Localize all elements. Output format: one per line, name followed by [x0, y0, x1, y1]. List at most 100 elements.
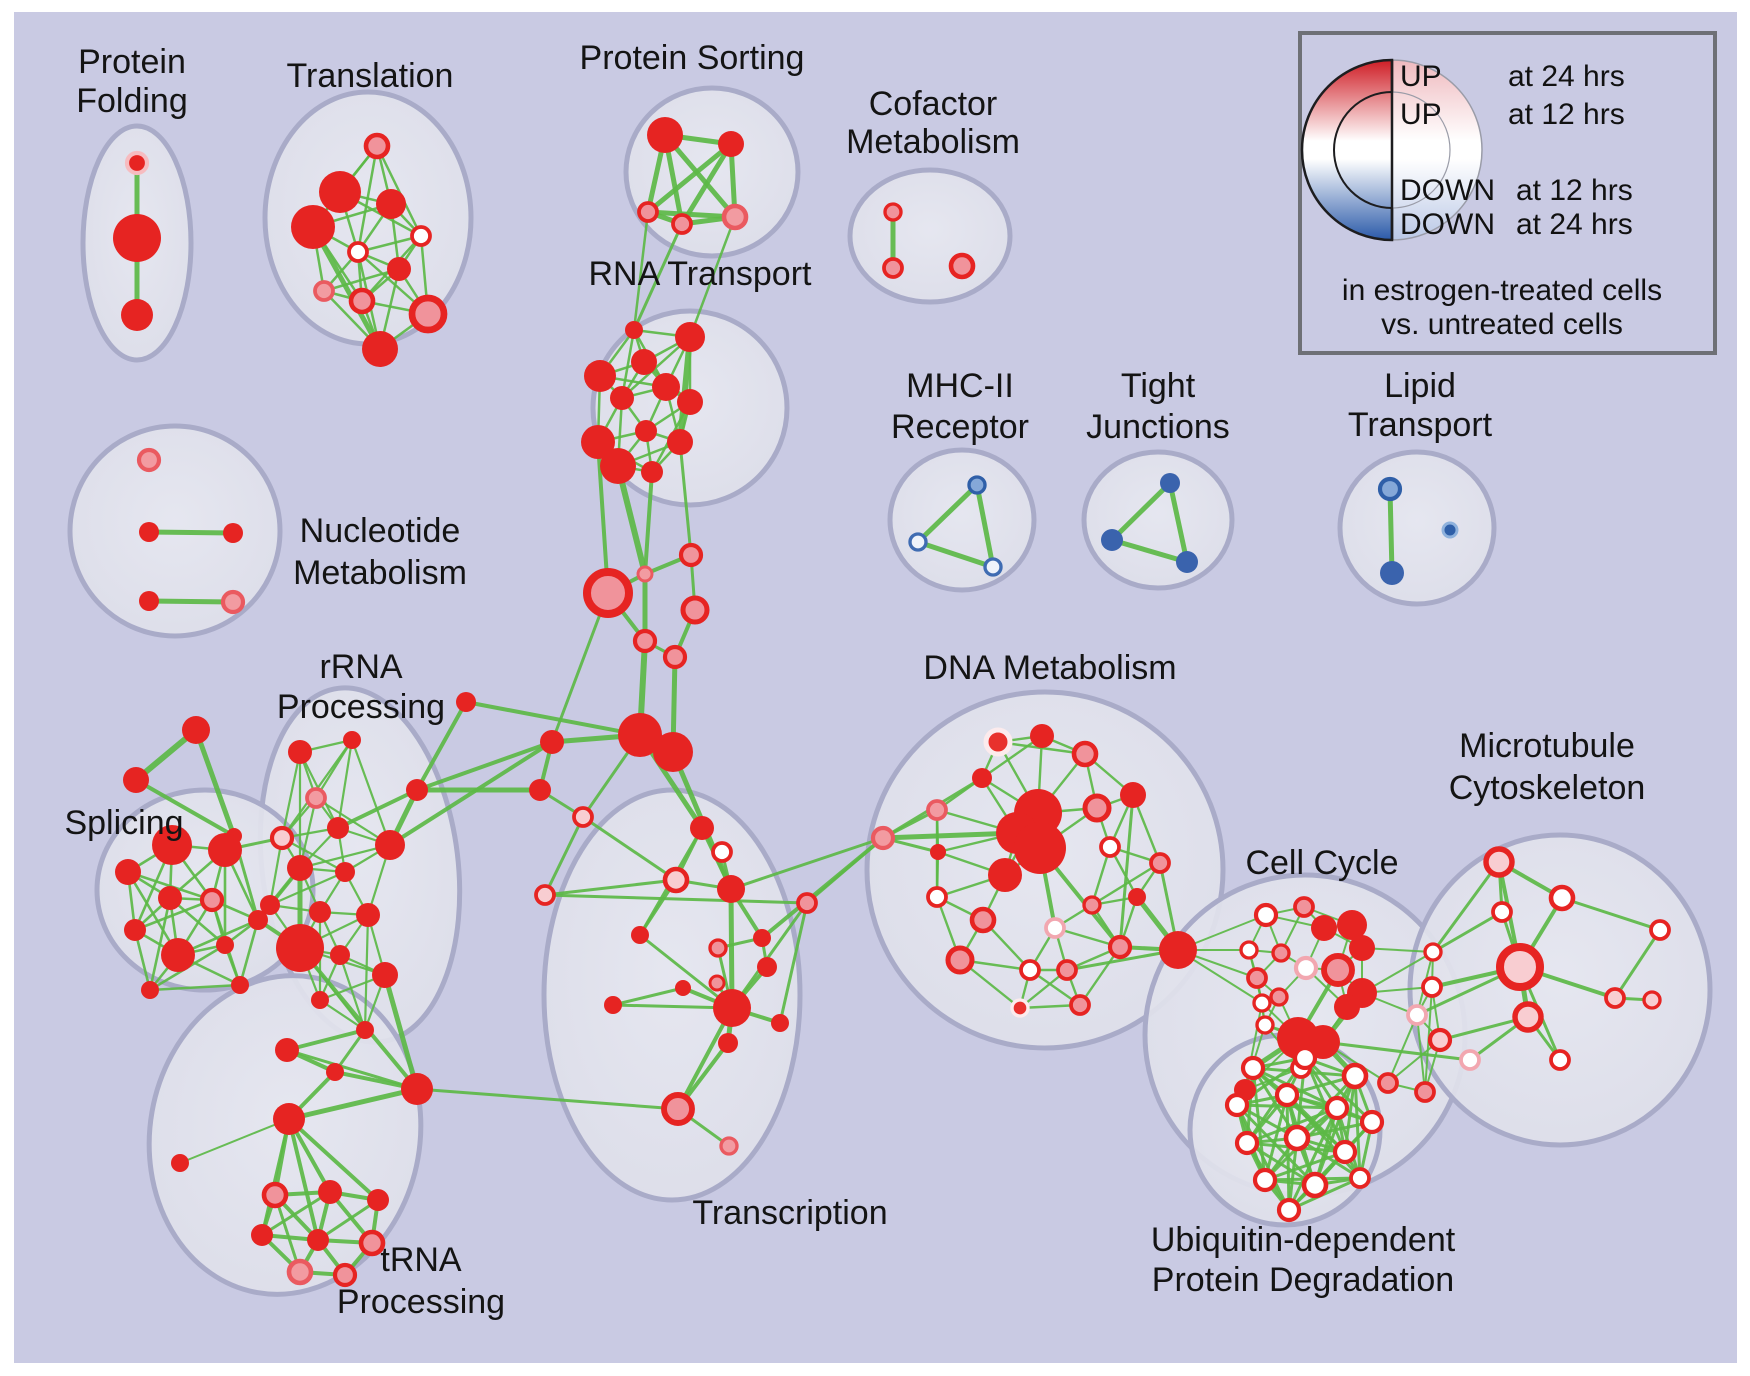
gene-node-translation	[319, 171, 361, 213]
cluster-label-nucleotide: Metabolism	[293, 554, 467, 592]
edge-splicing	[133, 898, 214, 932]
gene-node-translation	[291, 205, 335, 249]
link-rrna-trna	[382, 972, 420, 1092]
gene-node-transcription	[690, 816, 714, 840]
gene-node-cofactor	[882, 257, 904, 279]
gene-node-dna	[1099, 836, 1121, 858]
gene-node-dna	[983, 727, 1013, 757]
cluster-label-trna: tRNA	[380, 1241, 462, 1279]
gene-node-rna-transport	[610, 386, 634, 410]
gene-node-protein-sorting	[721, 203, 749, 231]
gene-node-dna	[1014, 822, 1066, 874]
link-transcription-hub	[730, 901, 809, 1010]
gene-node-trna	[326, 1063, 344, 1081]
gene-node-hub	[653, 732, 693, 772]
cluster-label-translation: Translation	[287, 57, 454, 95]
gene-node-chain	[636, 565, 654, 583]
gene-node-rna-transport	[667, 429, 693, 455]
link-rna-transport-chain	[678, 440, 693, 557]
gene-node-rna-transport	[584, 360, 616, 392]
edge-translation	[375, 144, 423, 238]
gene-node-trna	[261, 1181, 289, 1209]
gene-node-splicing	[231, 976, 249, 994]
gene-node-trna	[318, 1180, 342, 1204]
gene-node-translation	[313, 280, 335, 302]
edge-ubiquitin	[1235, 1103, 1291, 1212]
gene-node-dna	[1010, 998, 1030, 1018]
gene-node-splicing	[115, 859, 141, 885]
gene-node-nucleotide	[220, 589, 246, 615]
gene-node-rrna	[309, 901, 331, 923]
cluster-label-microtubule: Microtubule	[1459, 727, 1635, 765]
gene-node-rrna	[356, 1021, 374, 1039]
edge-hub	[415, 740, 554, 792]
gene-node-cellcycle	[1293, 955, 1319, 981]
gene-node-ubiquitin	[1274, 1082, 1300, 1108]
gene-node-rrna	[343, 731, 361, 749]
gene-node-cellcycle	[1321, 953, 1355, 987]
gene-node-rna-transport	[677, 389, 703, 415]
gene-node-microtubule	[1459, 1049, 1481, 1071]
gene-node-splicing-outer	[123, 767, 149, 793]
edge-hub	[543, 815, 585, 897]
gene-node-rna-transport	[581, 425, 615, 459]
gene-node-transcription	[717, 875, 745, 903]
cluster-ellipse-lipid	[1337, 449, 1497, 607]
legend-time-label: at 12 hrs	[1508, 98, 1625, 131]
legend-direction-label: DOWN	[1400, 208, 1495, 241]
gene-node-ubiquitin	[1283, 1124, 1311, 1152]
gene-node-transcription	[719, 1136, 739, 1156]
gene-node-cellcycle	[1414, 1081, 1436, 1103]
gene-node-dna	[926, 886, 948, 908]
gene-node-lipid	[1377, 476, 1403, 502]
legend-time-label: at 24 hrs	[1508, 60, 1625, 93]
edge-transcription	[676, 1006, 734, 1111]
gene-node-splicing	[158, 886, 182, 910]
gene-node-hub	[529, 779, 551, 801]
gene-node-trna	[251, 1224, 273, 1246]
legend-box	[1298, 31, 1717, 355]
edge-rrna	[363, 913, 370, 1032]
gene-node-transcription	[711, 841, 733, 863]
gene-node-dna	[1128, 888, 1146, 906]
gene-node-cellcycle	[1239, 940, 1259, 960]
cluster-label-transcription: Transcription	[692, 1194, 887, 1232]
gene-node-dna	[1044, 917, 1066, 939]
legend-caption: in estrogen-treated cells	[1342, 274, 1662, 307]
gene-node-protein-folding	[113, 214, 161, 262]
edge-transcription	[728, 886, 735, 1011]
cluster-label-cofactor: Cofactor	[869, 85, 998, 123]
link-rna-transport-chain	[596, 440, 610, 595]
gene-node-protein-folding	[121, 299, 153, 331]
gene-node-trna	[307, 1229, 329, 1251]
gene-node-translation	[408, 294, 448, 334]
gene-node-ubiquitin	[1332, 1139, 1358, 1165]
edge-rrna	[318, 998, 367, 1032]
link-transcription-hub	[760, 836, 885, 940]
edge-splicing-outer	[134, 778, 236, 838]
gene-node-dna	[1071, 740, 1099, 768]
link-protein-sorting-rna-transport	[632, 210, 650, 332]
gene-node-rna-transport	[652, 373, 680, 401]
link-cellcycle-microtubule	[1321, 1040, 1472, 1062]
cluster-ellipse-transcription	[541, 787, 803, 1203]
gene-node-hub	[456, 692, 476, 712]
edge-hub	[464, 700, 642, 737]
cluster-label-tight: Junctions	[1086, 408, 1230, 446]
gene-node-rna-transport	[675, 322, 705, 352]
gene-node-hub	[870, 825, 896, 851]
cluster-ellipse-microtubule	[1407, 832, 1713, 1148]
edge-ubiquitin	[1303, 1056, 1374, 1124]
gene-node-nucleotide	[136, 447, 162, 473]
gene-node-trna	[367, 1189, 389, 1211]
edge-transcription	[611, 986, 685, 1007]
link-hub-rrna	[388, 740, 554, 847]
edge-mhc	[974, 482, 996, 570]
gene-node-microtubule	[1549, 1049, 1571, 1071]
gene-node-microtubule	[1548, 884, 1576, 912]
edge-protein-sorting	[679, 141, 734, 227]
link-rna-transport-chain	[643, 470, 654, 576]
edge-trna	[273, 1193, 302, 1274]
edge-tight	[1109, 537, 1190, 565]
gene-node-rrna	[288, 740, 312, 764]
